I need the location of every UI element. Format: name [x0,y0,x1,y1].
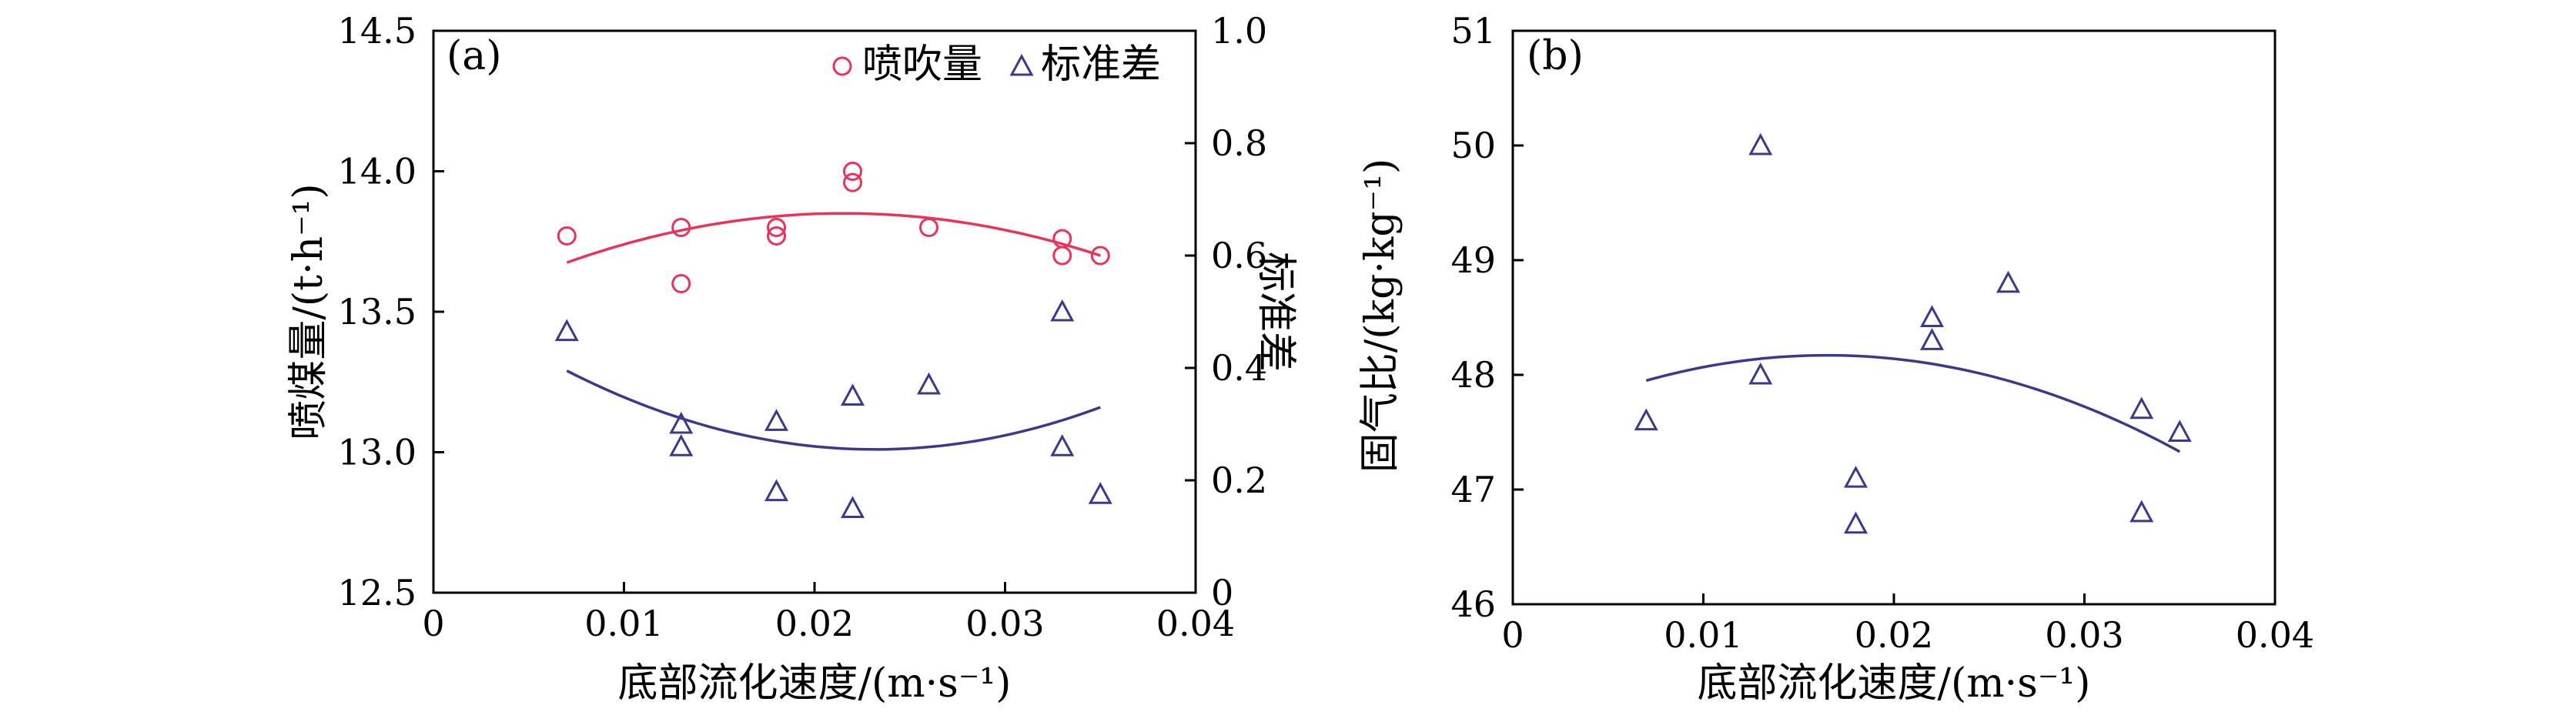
data-point-circle [671,274,691,293]
x-tick-label: 0.03 [2045,614,2123,656]
data-point-triangle [2129,500,2154,523]
x-tick-label: 0.01 [1664,614,1742,656]
y2-tick-label: 1.0 [1211,10,1267,52]
panel-a-y2-axis-title: 标准差 [1253,252,1299,372]
data-point-triangle [2167,420,2192,443]
y-tick-label: 46 [1450,583,1496,625]
panel-a-fit-curves [566,212,1101,451]
data-point-circle [767,218,786,237]
y2-tick-label: 0.4 [1211,347,1267,389]
panel-a-plot-frame [432,29,1197,594]
y-tick-label: 48 [1450,354,1496,396]
data-point-triangle [1634,408,1658,431]
data-point-circle [1052,246,1072,266]
panel-a-label: (a) [447,33,502,79]
data-point-triangle [1996,270,2021,293]
data-point-triangle [1843,465,1868,488]
x-tick-label: 0.04 [2236,614,2314,656]
panel-b-ticks [1511,29,2277,606]
panel-b-data-points [1634,132,2192,534]
y-tick-label: 14.0 [338,151,417,192]
panel-a-ticks [432,29,1197,594]
panel-a-legend: 喷吹量 标准差 [832,42,1161,88]
y-tick-label: 12.5 [338,572,417,613]
panel-a-data-points [554,162,1112,519]
x-tick-label: 0.02 [1855,614,1933,656]
panel-b-plot-frame [1511,29,2277,606]
y-tick-label: 14.5 [338,10,417,52]
fit-curve-series-2 [566,369,1101,451]
data-point-circle [1090,246,1110,266]
legend-label-series-1: 喷吹量 [862,42,982,88]
panel-b-tick-labels: 0 0.01 0.02 0.03 0.04 46 47 48 49 50 51 [1450,10,2314,656]
data-point-circle [843,172,862,192]
data-point-triangle [764,409,789,431]
data-point-triangle [1843,511,1868,534]
panel-b-fit-curves [1645,353,2181,453]
data-point-triangle [2129,396,2154,420]
data-point-triangle [1088,482,1112,504]
data-point-circle [843,162,862,181]
data-point-triangle [1919,305,1945,328]
data-point-triangle [916,372,942,395]
data-point-triangle [840,383,865,406]
data-point-triangle [840,496,865,519]
panel-b-y-axis-title: 固气比/(kg·kg⁻¹) [1357,159,1403,473]
panel-b-x-axis-title: 底部流化速度/(m·s⁻¹) [1698,660,2091,707]
data-point-triangle [1748,132,1773,155]
x-tick-label: 0.04 [1156,603,1235,644]
data-point-circle [767,226,786,246]
x-tick-label: 0.01 [584,603,663,644]
y2-tick-label: 0.2 [1211,460,1267,501]
x-tick-label: 0.02 [775,603,854,644]
data-point-triangle [1050,434,1075,456]
y-tick-label: 51 [1450,10,1496,52]
legend-label-series-2: 标准差 [1041,42,1161,88]
y-tick-label: 50 [1450,125,1496,166]
data-point-circle [557,226,577,246]
y2-tick-label: 0.8 [1211,122,1267,164]
fit-curve-series-1 [566,212,1101,264]
x-tick-label: 0.03 [965,603,1044,644]
data-point-triangle [669,411,694,434]
panel-a-y-axis-title: 喷煤量/(t·h⁻¹) [286,183,332,440]
panel-a-x-axis-title: 底部流化速度/(m·s⁻¹) [618,660,1012,707]
y-tick-label: 13.5 [338,291,417,333]
data-point-triangle [669,434,694,456]
y-tick-label: 47 [1450,469,1496,510]
data-point-triangle [1919,328,1945,350]
data-point-circle [671,218,691,237]
panel-a-tick-labels: 0 0.01 0.02 0.03 0.04 12.5 13.0 13.5 14.0 14.5 0 0.… [338,10,1268,644]
panel-a-chart: 0 0.01 0.02 0.03 0.04 12.5 13.0 13.5 14.0 14.5 0 0.… [286,10,1299,707]
y-tick-label: 13.0 [338,432,417,473]
data-point-triangle [554,319,579,342]
legend-circle-marker [832,56,852,76]
x-tick-label: 0 [422,603,444,644]
panel-b-chart: 0 0.01 0.02 0.03 0.04 46 47 48 49 50 51 (b) 底部流化速度… [1357,10,2314,707]
y-tick-label: 49 [1450,239,1496,281]
y2-tick-label: 0 [1211,572,1233,613]
fit-curve-series-1 [1645,353,2181,453]
data-point-triangle [1748,362,1773,385]
data-point-triangle [764,479,789,502]
y2-tick-label: 0.6 [1211,235,1267,276]
panel-b-label: (b) [1527,33,1584,79]
data-point-circle [919,218,938,237]
legend-triangle-marker [1009,53,1034,76]
x-tick-label: 0 [1501,614,1524,656]
data-point-triangle [1050,299,1075,322]
